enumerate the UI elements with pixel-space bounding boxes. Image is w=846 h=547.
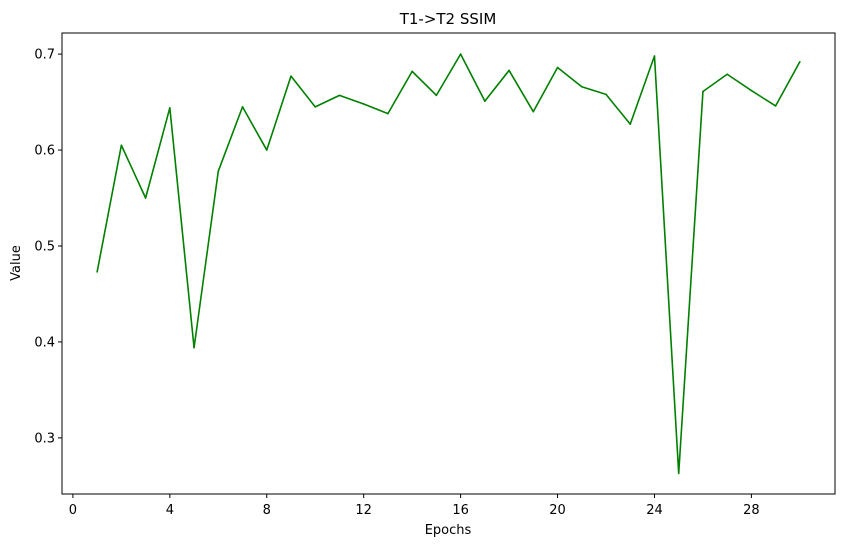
data-point <box>556 66 559 69</box>
data-point <box>387 112 389 115</box>
x-axis: 0 4 8 12 16 20 24 28 <box>69 494 760 518</box>
data-point <box>508 69 510 72</box>
x-tick-label: 16 <box>452 503 469 518</box>
x-axis-label: Epochs <box>425 523 472 538</box>
data-point <box>629 123 632 125</box>
y-tick-label: 0.3 <box>34 431 55 446</box>
y-tick-label: 0.7 <box>34 48 55 63</box>
y-axis-label: Value <box>9 245 24 281</box>
data-point <box>314 106 317 108</box>
data-point <box>677 472 680 475</box>
data-point <box>653 55 656 57</box>
data-point <box>96 271 98 273</box>
data-point <box>290 75 292 77</box>
data-point <box>459 53 462 55</box>
x-tick-label: 28 <box>743 503 760 518</box>
data-point <box>338 94 341 97</box>
data-point <box>799 60 801 63</box>
series-layer <box>96 53 801 475</box>
data-point <box>750 89 753 92</box>
x-tick-label: 8 <box>263 503 271 518</box>
x-tick-label: 0 <box>69 503 77 518</box>
chart-title: T1->T2 SSIM <box>399 10 497 28</box>
y-tick-label: 0.4 <box>34 335 55 350</box>
data-point <box>193 346 195 349</box>
x-tick-label: 24 <box>646 503 663 518</box>
x-tick-label: 12 <box>355 503 372 518</box>
data-point <box>411 70 413 73</box>
y-tick-label: 0.6 <box>34 144 55 159</box>
data-point <box>144 197 147 199</box>
data-point <box>362 103 365 105</box>
plot-area <box>61 32 836 495</box>
data-point <box>702 90 704 93</box>
data-point <box>774 105 777 107</box>
x-tick-label: 20 <box>549 503 566 518</box>
data-point <box>580 85 583 88</box>
data-point <box>435 94 438 97</box>
data-point <box>241 106 244 108</box>
data-point <box>120 144 123 147</box>
data-point <box>532 110 535 113</box>
data-point <box>484 100 486 102</box>
data-point <box>726 73 728 76</box>
x-tick-label: 4 <box>166 503 174 518</box>
data-point <box>605 93 607 96</box>
data-point <box>169 107 171 109</box>
y-axis: 0.3 0.4 0.5 0.6 0.7 <box>34 48 62 446</box>
data-point <box>265 149 268 151</box>
y-tick-label: 0.5 <box>34 239 55 254</box>
series-line <box>96 53 801 475</box>
data-point <box>217 170 220 172</box>
